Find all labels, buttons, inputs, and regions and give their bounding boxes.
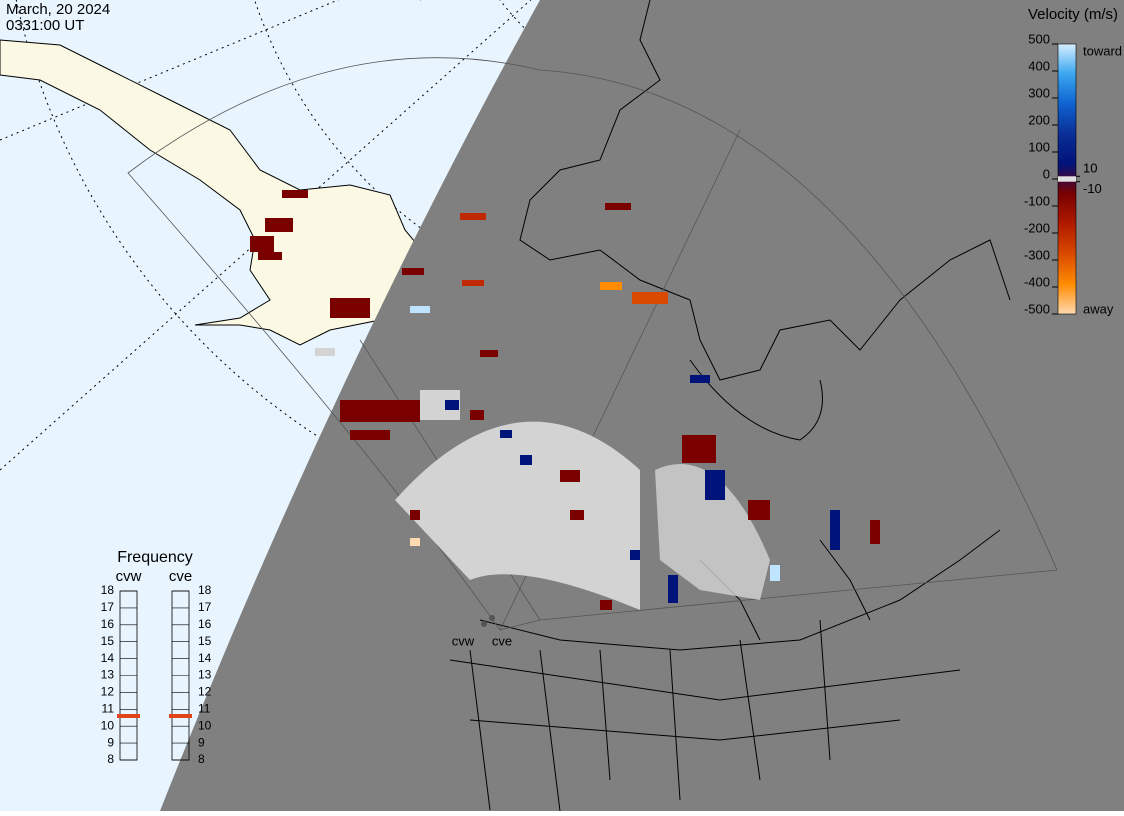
gauge-tick-label: 17 [101,600,115,614]
toward-label: toward [1083,43,1122,58]
gauge-tick-label: 15 [198,634,212,648]
gauge-tick-label: 12 [198,685,212,699]
gauge-tick-label: 13 [198,668,212,682]
gauge-tick-label: 13 [101,668,115,682]
gauge-tick-label: 15 [101,634,115,648]
gauge-tick-label: 16 [101,617,115,631]
colorbar-tick-label: -400 [1024,274,1050,289]
gauge-tick-label: 10 [101,718,115,732]
velocity-title: Velocity (m/s) [1028,6,1118,23]
radar-site [481,621,487,627]
scatter-region [395,421,640,610]
colorbar-tick-label: 0 [1043,166,1050,181]
gauge-tick-label: 14 [198,651,212,665]
radar-name: cve [169,568,192,585]
colorbar-zero-band [1058,176,1076,182]
radar-site [489,615,495,621]
radar-label: cve [492,633,512,648]
colorbar-tick-label: -100 [1024,193,1050,208]
scatter-region [655,464,770,600]
gauge-tick-label: 9 [198,735,205,749]
away-label: away [1083,301,1114,316]
colorbar-tick-label: 300 [1028,85,1050,100]
colorbar-tick-label: 200 [1028,112,1050,127]
night-side [160,0,1124,811]
frequency-title: Frequency [117,549,193,566]
gauge-tick-label: 11 [198,701,211,715]
colorbar-tick-label: 500 [1028,31,1050,46]
date: March, 20 2024 [6,1,110,18]
colorbar-tick-label: 100 [1028,139,1050,154]
gauge-tick-label: 17 [198,600,212,614]
colorbar-tick-label: -200 [1024,220,1050,235]
gauge-tick-label: 14 [101,651,115,665]
colorbar-inner-label: -10 [1083,181,1102,196]
gauge-tick-label: 11 [102,701,115,715]
time: 0331:00 UT [6,17,84,34]
velocity-cells [250,190,880,610]
radar-name: cvw [116,568,142,585]
gauge-tick-label: 8 [107,752,114,766]
gauge-tick-label: 12 [101,685,115,699]
colorbar-inner-label: 10 [1083,161,1097,176]
gauge-tick-label: 18 [101,583,115,597]
gauge-tick-label: 9 [107,735,114,749]
colorbar-tick-label: 400 [1028,58,1050,73]
radar-label: cvw [452,633,475,648]
gauge-tick-label: 18 [198,583,212,597]
gauge-tick-label: 16 [198,617,212,631]
gauge-tick-label: 10 [198,718,212,732]
alaska-land [0,39,431,346]
gauge-tick-label: 8 [198,752,205,766]
colorbar-tick-label: -500 [1024,301,1050,316]
colorbar-tick-label: -300 [1024,247,1050,262]
